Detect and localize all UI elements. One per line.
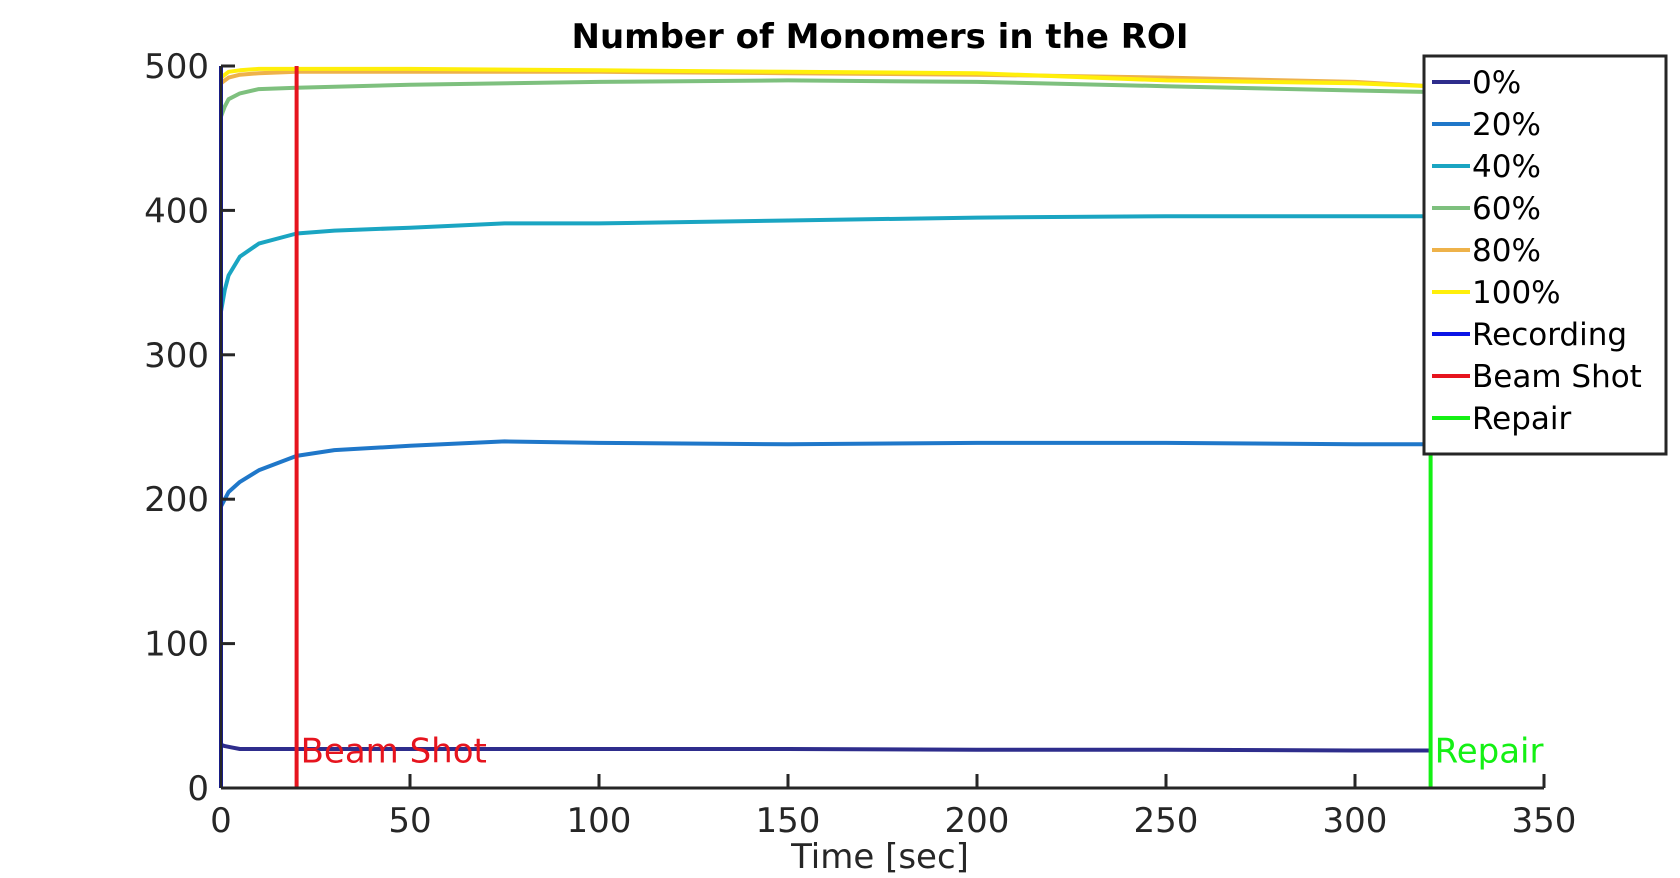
x-tick-label-6: 300 — [1323, 801, 1388, 841]
y-tick-label-4: 400 — [144, 191, 209, 231]
legend-label-1: 20% — [1472, 107, 1541, 143]
x-tick-label-7: 350 — [1512, 801, 1577, 841]
legend-label-5: 100% — [1472, 275, 1561, 311]
series-line-4 — [219, 69, 1431, 89]
legend-label-0: 0% — [1472, 65, 1521, 101]
annotation-label-1: Repair — [1435, 731, 1544, 771]
x-tick-label-1: 50 — [388, 801, 431, 841]
series-line-0 — [220, 742, 1431, 753]
plot-area: Beam Shot Repair — [219, 66, 1544, 788]
legend: 0% 20% 40% 60% 80% 100% Recording Beam Shot Repa… — [1422, 54, 1668, 456]
series-line-5 — [219, 66, 1431, 89]
x-tick-label-5: 250 — [1134, 801, 1199, 841]
legend-label-6: Recording — [1472, 317, 1627, 353]
x-tick-label-0: 0 — [210, 801, 232, 841]
x-tick-label-3: 150 — [756, 801, 821, 841]
legend-label-4: 80% — [1472, 233, 1541, 269]
y-tick-label-2: 200 — [144, 480, 209, 520]
series-line-2 — [219, 214, 1431, 312]
series-line-1 — [219, 439, 1431, 508]
legend-label-3: 60% — [1472, 191, 1541, 227]
legend-label-7: Beam Shot — [1472, 359, 1642, 395]
y-tick-label-1: 100 — [144, 625, 209, 665]
chart-title: Number of Monomers in the ROI — [572, 17, 1189, 57]
legend-label-2: 40% — [1472, 149, 1541, 185]
axes: 0 50 100 150 200 250 300 350 0 100 200 300 400 500 — [144, 47, 1576, 841]
x-axis-label: Time [sec] — [790, 837, 969, 877]
annotation-label-0: Beam Shot — [301, 731, 487, 771]
x-tick-label-2: 100 — [567, 801, 632, 841]
series-line-3 — [219, 78, 1431, 118]
y-tick-label-0: 0 — [187, 769, 209, 809]
y-tick-label-3: 300 — [144, 336, 209, 376]
legend-label-8: Repair — [1472, 401, 1572, 437]
x-tick-label-4: 200 — [945, 801, 1010, 841]
y-tick-label-5: 500 — [144, 47, 209, 87]
